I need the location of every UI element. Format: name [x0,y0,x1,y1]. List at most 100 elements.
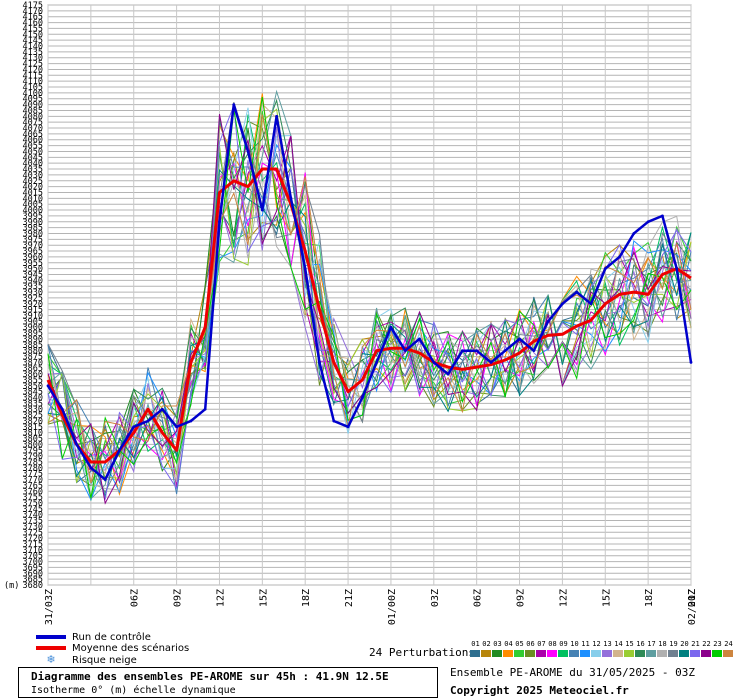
perturbation-line-16 [47,98,692,483]
perturbation-number: 24 [724,640,733,648]
perturbation-color-swatch [613,650,623,657]
y-tick-label: 4135 [23,48,43,58]
y-tick-label: 3780 [23,464,43,474]
y-tick-label: 4015 [23,188,43,198]
x-tick-label: 09Z [516,589,527,607]
y-tick-label: 3990 [23,218,43,228]
x-tick-label: 12Z [558,589,569,607]
perturbation-number: 08 [548,640,557,648]
legend-control-label: Run de contrôle [72,632,151,643]
legend-snow: ❄ Risque neige [36,654,136,666]
y-tick-label: 3925 [23,294,43,304]
y-tick-label: 3785 [23,458,43,468]
y-tick-label: 3875 [23,353,43,363]
y-tick-label: 3975 [23,235,43,245]
x-tick-label: 15Z [601,589,612,607]
perturbation-number: 20 [680,640,689,648]
control-point [661,214,664,218]
x-tick-label: 06Z [130,589,141,607]
control-point [375,360,379,364]
perturbation-number: 22 [702,640,711,648]
control-point [575,290,579,294]
y-tick-label: 4040 [23,159,43,169]
perturbation-color-swatch [503,650,513,657]
y-tick-label: 4075 [23,118,43,128]
control-point [332,419,336,423]
control-point [275,114,279,118]
y-tick-label: 4070 [23,124,43,134]
y-tick-label: 3950 [23,265,43,275]
y-tick-label: 3775 [23,470,43,480]
y-tick-label: 4055 [23,142,43,152]
y-tick-label: 3740 [23,511,43,521]
y-tick-label: 3810 [23,429,43,439]
y-tick-label: 3835 [23,399,43,409]
y-tick-label: 4125 [23,60,43,70]
perturbation-number: 07 [537,640,546,648]
x-tick-label: 21Z [687,589,698,607]
perturbation-color-swatch [635,650,645,657]
y-tick-label: 4165 [23,13,43,23]
y-tick-label: 4085 [23,106,43,116]
y-tick-label: 3685 [23,575,43,585]
control-point [289,196,293,200]
y-tick-label: 3860 [23,370,43,380]
info-box: Diagramme des ensembles PE-AROME sur 45h… [18,667,438,698]
control-point [303,267,307,271]
control-point [46,384,50,388]
y-tick-label: 4020 [23,183,43,193]
y-tick-label: 3905 [23,317,43,327]
y-tick-label: 3830 [23,405,43,415]
y-tick-label: 4035 [23,165,43,175]
y-tick-label: 3930 [23,288,43,298]
perturbation-color-swatch [580,650,590,657]
y-tick-label: 3995 [23,212,43,222]
x-tick-label: 18Z [644,589,655,607]
mean-series [46,167,692,464]
y-tick-label: 4170 [23,7,43,17]
y-tick-label: 3730 [23,522,43,532]
y-tick-label: 4145 [23,36,43,46]
y-tick-label: 3895 [23,329,43,339]
perturbation-color-swatch [701,650,711,657]
control-point [203,407,207,411]
y-tick-label: 3965 [23,247,43,257]
perturbation-number: 19 [669,640,678,648]
y-tick-label: 3845 [23,388,43,398]
legend-mean: Moyenne des scénarios [36,643,189,654]
y-tick-label: 4105 [23,83,43,93]
perturbations-label: 24 Perturbations [369,646,475,659]
y-tick-label: 3690 [23,569,43,579]
perturbation-number: 12 [592,640,601,648]
perturbation-color-swatch [558,650,568,657]
y-tick-label: 4060 [23,136,43,146]
control-point [675,267,679,271]
x-tick-label: 31/03Z [44,589,55,625]
perturbation-color-swatch [668,650,678,657]
perturbation-number: 11 [581,640,590,648]
perturbation-color-swatch [690,650,700,657]
perturbation-number: 06 [526,640,535,648]
y-tick-label: 4030 [23,171,43,181]
y-tick-label: 3800 [23,440,43,450]
chart-title: Diagramme des ensembles PE-AROME sur 45h… [31,670,389,683]
y-tick-label: 3985 [23,224,43,234]
y-tick-label: 3910 [23,312,43,322]
perturbation-color-swatch [624,650,634,657]
perturbation-number: 05 [515,640,524,648]
y-tick-label: 3915 [23,306,43,316]
perturbation-number: 01 [471,640,480,648]
y-tick-label: 4120 [23,65,43,75]
control-point [646,220,650,224]
y-tick-label: 4010 [23,194,43,204]
y-tick-label: 3870 [23,358,43,368]
control-point [475,349,479,353]
control-point [232,103,236,106]
perturbation-color-swatch [723,650,733,657]
y-tick-label: 4050 [23,147,43,157]
control-point [146,419,150,423]
control-point [160,407,164,411]
x-tick-label: 12Z [215,589,226,607]
y-tick-label: 4090 [23,101,43,111]
y-tick-label: 4095 [23,95,43,105]
